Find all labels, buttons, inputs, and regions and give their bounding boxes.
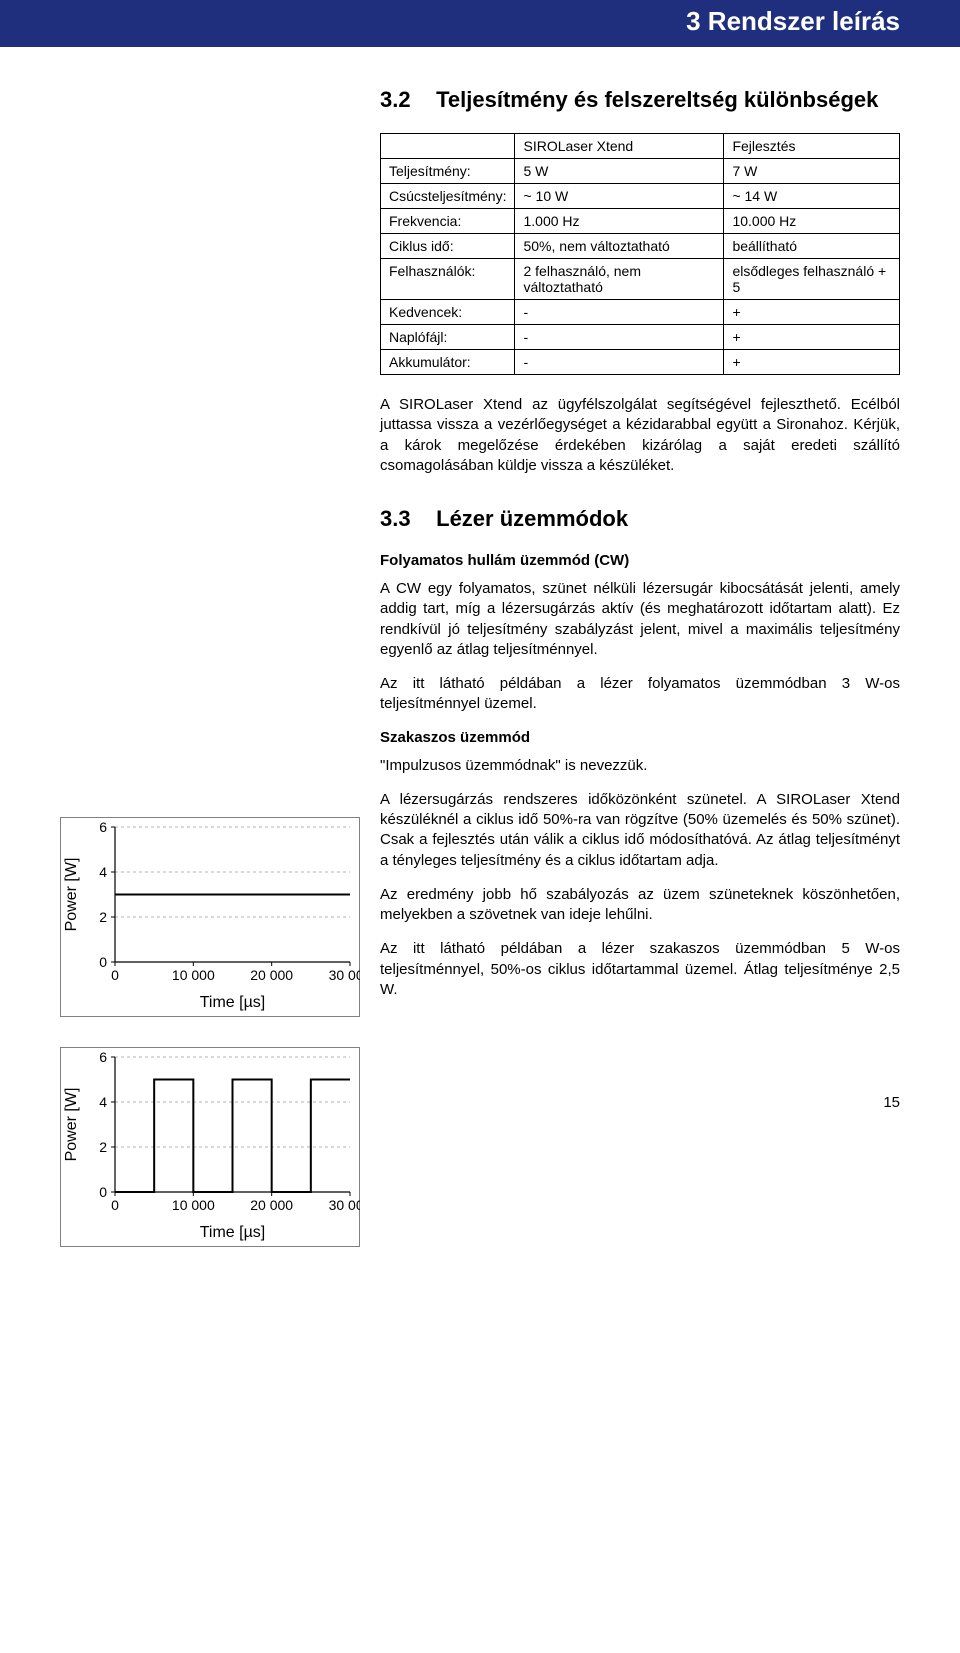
page-body: 3.2 Teljesítmény és felszereltség különb…: [0, 87, 960, 1054]
table-cell: +: [724, 325, 900, 350]
svg-text:0: 0: [111, 967, 119, 983]
table-cell: ~ 10 W: [515, 184, 724, 209]
svg-text:2: 2: [99, 909, 107, 925]
section-3-3-title: 3.3 Lézer üzemmódok: [380, 506, 900, 532]
table-cell: 5 W: [515, 159, 724, 184]
chopped-p1: "Impulzusos üzemmódnak" is nevezzük.: [380, 756, 900, 776]
table-cell: Felhasználók:: [381, 259, 515, 300]
th-xtend: SIROLaser Xtend: [515, 134, 724, 159]
svg-text:4: 4: [99, 864, 107, 880]
svg-text:2: 2: [99, 1139, 107, 1155]
svg-text:0: 0: [99, 954, 107, 970]
svg-text:0: 0: [111, 1197, 119, 1213]
table-cell: Csúcsteljesítmény:: [381, 184, 515, 209]
table-cell: Kedvencek:: [381, 300, 515, 325]
table-row: Ciklus idő:50%, nem változtathatóbeállít…: [381, 234, 900, 259]
svg-text:20 000: 20 000: [250, 967, 293, 983]
spec-table: SIROLaser Xtend Fejlesztés Teljesítmény:…: [380, 133, 900, 375]
svg-text:0: 0: [99, 1184, 107, 1200]
table-row: Frekvencia:1.000 Hz10.000 Hz: [381, 209, 900, 234]
chopped-chart: 0 2 4 6 0 10 000 20 000 30 000 Time [µs] Power [W…: [60, 1047, 360, 1252]
svg-text:30 000: 30 000: [329, 1197, 360, 1213]
svg-text:Time [µs]: Time [µs]: [200, 994, 266, 1011]
section-3-3: 3.3 Lézer üzemmódok Folyamatos hullám üz…: [380, 506, 900, 1000]
header-underline: [0, 45, 960, 47]
chopped-chart-svg: 0 2 4 6 0 10 000 20 000 30 000 Time [µs] Power [W…: [60, 1047, 360, 1247]
para-after-table: A SIROLaser Xtend az ügyfélszolgálat seg…: [380, 395, 900, 476]
svg-text:20 000: 20 000: [250, 1197, 293, 1213]
svg-text:4: 4: [99, 1094, 107, 1110]
table-cell: +: [724, 350, 900, 375]
table-row: Teljesítmény:5 W7 W: [381, 159, 900, 184]
chopped-p4: Az itt látható példában a lézer szakaszo…: [380, 939, 900, 1000]
section-number: 3.2: [380, 87, 430, 113]
cw-chart: 0 2 4 6 0 10 000 20 000 30 000 Time [µs] Power [W…: [60, 817, 360, 1022]
table-row: Kedvencek:-+: [381, 300, 900, 325]
section-title-text: Lézer üzemmódok: [436, 506, 628, 531]
table-cell: elsődleges felhasználó + 5: [724, 259, 900, 300]
table-row: Felhasználók:2 felhasználó, nem változta…: [381, 259, 900, 300]
table-cell: 2 felhasználó, nem változtatható: [515, 259, 724, 300]
svg-text:Power [W]: Power [W]: [63, 858, 80, 932]
cw-heading: Folyamatos hullám üzemmód (CW): [380, 552, 900, 569]
table-cell: Ciklus idő:: [381, 234, 515, 259]
cw-p1: A CW egy folyamatos, szünet nélküli léze…: [380, 579, 900, 660]
svg-text:6: 6: [99, 819, 107, 835]
table-cell: -: [515, 325, 724, 350]
table-cell: 50%, nem változtatható: [515, 234, 724, 259]
svg-text:6: 6: [99, 1049, 107, 1065]
th-blank: [381, 134, 515, 159]
table-cell: 7 W: [724, 159, 900, 184]
cw-p2: Az itt látható példában a lézer folyamat…: [380, 674, 900, 715]
table-row: Csúcsteljesítmény:~ 10 W~ 14 W: [381, 184, 900, 209]
svg-text:Power [W]: Power [W]: [63, 1088, 80, 1162]
table-cell: Akkumulátor:: [381, 350, 515, 375]
table-cell: +: [724, 300, 900, 325]
chopped-p3: Az eredmény jobb hő szabályozás az üzem …: [380, 885, 900, 926]
table-cell: Teljesítmény:: [381, 159, 515, 184]
section-3-2-title: 3.2 Teljesítmény és felszereltség különb…: [380, 87, 900, 113]
svg-text:10 000: 10 000: [172, 967, 215, 983]
table-cell: Naplófájl:: [381, 325, 515, 350]
chopped-p2: A lézersugárzás rendszeres időközönként …: [380, 790, 900, 871]
table-cell: 1.000 Hz: [515, 209, 724, 234]
chopped-heading: Szakaszos üzemmód: [380, 729, 900, 746]
table-cell: ~ 14 W: [724, 184, 900, 209]
table-cell: 10.000 Hz: [724, 209, 900, 234]
chapter-title: 3 Rendszer leírás: [686, 6, 900, 36]
svg-text:30 000: 30 000: [329, 967, 360, 983]
section-title-text: Teljesítmény és felszereltség különbsége…: [436, 87, 878, 112]
table-row: Akkumulátor:-+: [381, 350, 900, 375]
cw-chart-svg: 0 2 4 6 0 10 000 20 000 30 000 Time [µs] Power [W…: [60, 817, 360, 1017]
svg-text:Time [µs]: Time [µs]: [200, 1224, 266, 1241]
section-3-2: 3.2 Teljesítmény és felszereltség különb…: [380, 87, 900, 476]
th-dev: Fejlesztés: [724, 134, 900, 159]
table-row: Naplófájl:-+: [381, 325, 900, 350]
chapter-header: 3 Rendszer leírás: [0, 0, 960, 45]
table-header-row: SIROLaser Xtend Fejlesztés: [381, 134, 900, 159]
svg-text:10 000: 10 000: [172, 1197, 215, 1213]
section-number: 3.3: [380, 506, 430, 532]
table-cell: -: [515, 300, 724, 325]
table-cell: beállítható: [724, 234, 900, 259]
table-cell: Frekvencia:: [381, 209, 515, 234]
table-cell: -: [515, 350, 724, 375]
